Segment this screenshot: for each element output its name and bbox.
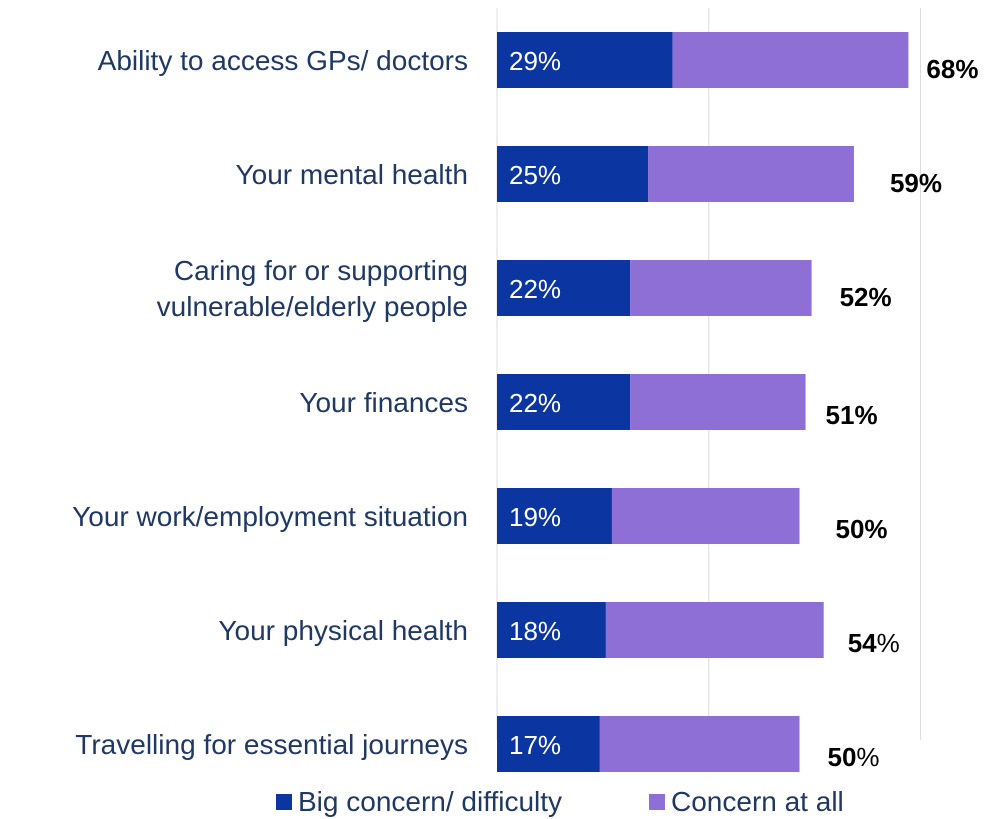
- total-value-label: 54%: [848, 628, 900, 658]
- segment-value-label: 19%: [509, 502, 561, 532]
- bar-segment-concern-at-all: [611, 488, 800, 544]
- legend-swatch: [276, 794, 292, 810]
- segment-value-label: 22%: [509, 388, 561, 418]
- segment-value-label: 29%: [509, 46, 561, 76]
- total-labels: 68% 59% 52% 51% 50% 54% 50%: [826, 54, 979, 772]
- bar-segment-big-concern: [497, 260, 631, 316]
- bar-segment-big-concern: [497, 374, 631, 430]
- total-value-label: 68%: [926, 54, 978, 84]
- bar-segment-big-concern: [497, 488, 612, 544]
- segment-value-label: 18%: [509, 616, 561, 646]
- legend-swatch: [649, 794, 665, 810]
- bar-segment-big-concern: [497, 716, 600, 772]
- category-label: Your mental health: [236, 159, 468, 190]
- legend-label: Big concern/ difficulty: [298, 786, 562, 817]
- total-value-label: 50%: [828, 742, 880, 772]
- bar-segment-concern-at-all: [605, 602, 824, 658]
- total-value-label: 51%: [826, 400, 878, 430]
- segment-value-label: 17%: [509, 730, 561, 760]
- category-labels: Ability to access GPs/ doctors Your menta…: [72, 45, 468, 760]
- total-value-label: 52%: [840, 282, 892, 312]
- bar-segment-concern-at-all: [630, 374, 806, 430]
- legend: Big concern/ difficulty Concern at all: [276, 786, 844, 817]
- bar-segment-big-concern: [497, 602, 606, 658]
- bar-segment-concern-at-all: [599, 716, 800, 772]
- category-label: Your work/employment situation: [72, 501, 468, 532]
- segment-labels: 29% 25% 22% 22% 19% 18% 17%: [509, 46, 561, 760]
- bar-segment-concern-at-all: [648, 146, 854, 202]
- category-label: Your finances: [299, 387, 468, 418]
- bar-segment-big-concern: [497, 146, 649, 202]
- category-label: Travelling for essential journeys: [75, 729, 468, 760]
- bar-segment-concern-at-all: [630, 260, 812, 316]
- bar-segment-concern-at-all: [672, 32, 909, 88]
- category-label: Caring for or supporting vulnerable/elder…: [157, 255, 468, 322]
- segment-value-label: 25%: [509, 160, 561, 190]
- segment-value-label: 22%: [509, 274, 561, 304]
- total-value-label: 59%: [890, 168, 942, 198]
- category-label: Your physical health: [218, 615, 468, 646]
- total-value-label: 50%: [836, 514, 888, 544]
- legend-label: Concern at all: [671, 786, 844, 817]
- bar-segment-big-concern: [497, 32, 673, 88]
- bars: [497, 32, 909, 772]
- category-label: Ability to access GPs/ doctors: [98, 45, 468, 76]
